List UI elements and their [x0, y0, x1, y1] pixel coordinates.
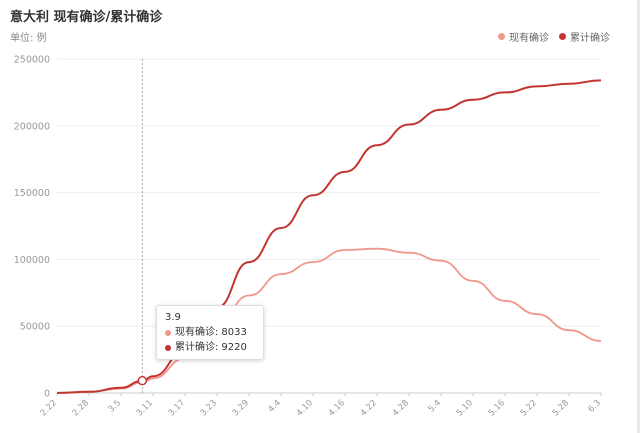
y-tick-label: 0 — [44, 389, 50, 400]
x-tick-label: 5.10 — [455, 398, 475, 418]
x-tick-label: 3.29 — [231, 398, 251, 418]
tooltip-value: 8033 — [221, 327, 247, 338]
x-tick-label: 3.11 — [135, 398, 155, 418]
x-tick-label: 6.3 — [586, 398, 603, 415]
tooltip-title: 3.9 — [165, 312, 181, 323]
legend-dot-icon — [498, 33, 505, 40]
x-tick-label: 4.4 — [266, 398, 283, 415]
x-tick-label: 3.23 — [199, 398, 219, 418]
x-tick-label: 3.5 — [106, 398, 123, 415]
series-line-1 — [56, 247, 602, 394]
highlight-marker — [137, 375, 148, 386]
legend-label: 现有确诊 — [509, 33, 549, 44]
tooltip-value: 9220 — [221, 342, 247, 353]
frame-border — [637, 0, 640, 433]
x-tick-label: 5.4 — [426, 398, 443, 415]
y-tick-label: 150000 — [14, 188, 50, 199]
chart-subtitle: 单位: 例 — [10, 33, 47, 44]
tooltip-row-series-2: 累计确诊: 9220 — [165, 340, 257, 355]
x-tick-label: 4.10 — [295, 398, 315, 418]
legend: 现有确诊 累计确诊 — [498, 29, 610, 44]
x-tick-label: 2.28 — [71, 398, 91, 418]
legend-item-series-2[interactable]: 累计确诊 — [559, 29, 610, 44]
x-tick-label: 5.22 — [519, 398, 539, 418]
y-tick-label: 100000 — [14, 255, 50, 266]
tooltip: 3.9 现有确诊: 8033 累计确诊: 9220 — [156, 305, 264, 360]
tooltip-series-name: 现有确诊 — [175, 327, 215, 338]
y-tick-label: 200000 — [14, 121, 50, 132]
tooltip-dot-icon — [165, 344, 171, 351]
tooltip-row-series-1: 现有确诊: 8033 — [165, 325, 257, 340]
tooltip-series-name: 累计确诊 — [175, 342, 215, 353]
x-tick-label: 3.17 — [167, 398, 187, 418]
x-tick-label: 5.16 — [487, 398, 507, 418]
y-tick-label: 250000 — [14, 55, 50, 66]
x-tick-label: 4.28 — [391, 398, 411, 418]
legend-label: 累计确诊 — [570, 33, 610, 44]
x-tick-label: 5.28 — [551, 398, 571, 418]
series-line-2 — [56, 79, 602, 394]
x-tick-label: 4.16 — [327, 398, 347, 418]
x-tick-label: 2.22 — [39, 398, 59, 418]
legend-dot-icon — [559, 33, 566, 40]
legend-item-series-1[interactable]: 现有确诊 — [498, 29, 549, 44]
y-tick-label: 50000 — [20, 322, 50, 333]
x-tick-label: 4.22 — [359, 398, 379, 418]
tooltip-dot-icon — [165, 329, 171, 336]
chart-title: 意大利 现有确诊/累计确诊 — [10, 10, 163, 25]
